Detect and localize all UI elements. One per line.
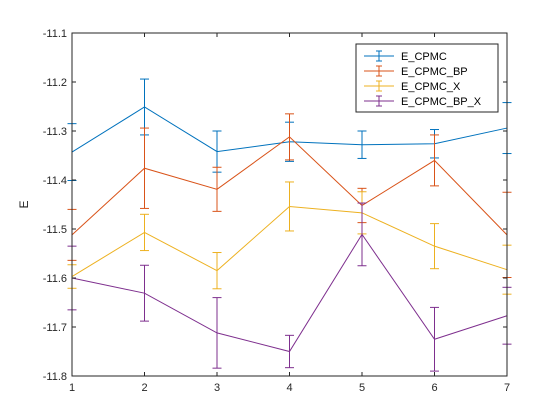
legend-entry: E_CPMC_BP — [364, 65, 468, 78]
x-tick-label: 3 — [214, 382, 220, 394]
x-tick-label: 4 — [286, 382, 292, 394]
y-tick-label: -11.7 — [43, 322, 67, 334]
legend-entry: E_CPMC_BP_X — [364, 95, 482, 108]
x-tick-label: 5 — [359, 382, 365, 394]
legend: E_CPMC E_CPMC_BP E_CPMC_X E_CPMC_BP_X — [355, 43, 499, 113]
legend-label: E_CPMC — [401, 51, 447, 63]
series-line — [71, 205, 508, 277]
legend-entry: E_CPMC_X — [364, 80, 461, 93]
x-tick-label: 6 — [431, 382, 437, 394]
series-line — [71, 233, 508, 353]
legend-entry: E_CPMC — [364, 50, 447, 63]
y-tick-label: -11.1 — [43, 28, 67, 40]
legend-label: E_CPMC_X — [401, 81, 461, 93]
y-tick-label: -11.5 — [43, 224, 67, 236]
legend-label: E_CPMC_BP — [401, 66, 468, 78]
legend-label: E_CPMC_BP_X — [401, 96, 482, 108]
y-tick-label: -11.8 — [43, 371, 67, 383]
axes — [71, 32, 508, 377]
y-tick-label: -11.4 — [43, 175, 67, 187]
x-tick-label: 7 — [504, 382, 510, 394]
y-tick-label: -11.3 — [43, 126, 67, 138]
y-axis-label: E — [17, 200, 31, 208]
y-tick-label: -11.6 — [43, 273, 67, 285]
tick-labels: 1 2 3 4 5 6 7 -11.1 -11.2 -11.3 -11.4 -11.5 -11.6 -11… — [43, 28, 510, 394]
series-line — [71, 136, 508, 236]
y-tick-label: -11.2 — [43, 77, 67, 89]
x-tick-label: 1 — [69, 382, 75, 394]
x-tick-label: 2 — [141, 382, 147, 394]
